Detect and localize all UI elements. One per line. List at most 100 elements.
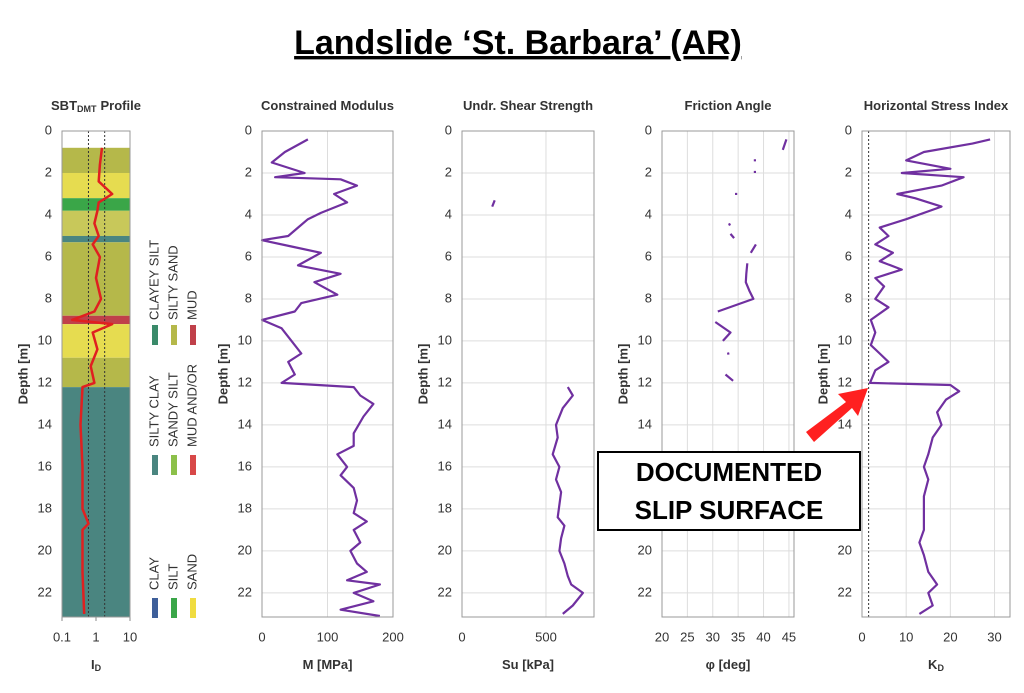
y-tick-label: 20 <box>838 542 852 557</box>
soil-layer <box>62 172 130 199</box>
y-tick-label: 20 <box>38 542 52 557</box>
y-tick-label: 16 <box>238 458 252 473</box>
y-tick-label: 8 <box>445 290 452 305</box>
y-tick-label: 2 <box>45 164 52 179</box>
y-tick-label: 12 <box>438 374 452 389</box>
x-tick-label: 10 <box>899 629 913 644</box>
data-line <box>868 138 991 615</box>
soil-layer <box>62 357 130 388</box>
soil-layer <box>62 315 130 325</box>
x-tick-label: 25 <box>680 629 694 644</box>
legend-label: SANDY SILT <box>165 372 180 447</box>
x-tick-label: 200 <box>382 629 404 644</box>
x-tick-label: 30 <box>706 629 720 644</box>
panel-title: Horizontal Stress Index <box>864 98 1009 113</box>
x-tick-label: 100 <box>317 629 339 644</box>
y-tick-label: 22 <box>638 584 652 599</box>
x-axis-label-sub: D <box>95 663 102 673</box>
x-axis-label-text: M [MPa] <box>303 657 353 672</box>
data-line <box>70 147 114 614</box>
x-axis-label-text: φ [deg] <box>706 657 751 672</box>
x-tick-label: 35 <box>731 629 745 644</box>
annotation-text: SLIP SURFACE <box>635 495 824 525</box>
y-tick-label: 6 <box>645 248 652 263</box>
plot-frame <box>461 130 595 618</box>
y-tick-label: 20 <box>238 542 252 557</box>
y-tick-label: 10 <box>838 332 852 347</box>
x-axis-label: M [MPa] <box>303 657 353 672</box>
y-tick-label: 12 <box>838 374 852 389</box>
x-tick-label: 40 <box>756 629 770 644</box>
x-axis-label-sub: D <box>937 663 944 673</box>
panel-title-text: Undr. Shear Strength <box>463 98 593 113</box>
x-axis-label-text: I <box>91 657 95 672</box>
x-axis-label: φ [deg] <box>706 657 751 672</box>
y-tick-label: 0 <box>445 122 452 137</box>
panel-title-rest: Profile <box>101 98 141 113</box>
legend-label: MUD <box>184 290 199 320</box>
y-tick-label: 14 <box>38 416 52 431</box>
legend-label: MUD AND/OR <box>184 364 199 447</box>
y-tick-label: 14 <box>838 416 852 431</box>
y-tick-label: 6 <box>245 248 252 263</box>
y-tick-label: 2 <box>245 164 252 179</box>
panel-title-text: Friction Angle <box>685 98 772 113</box>
y-tick-label: 0 <box>645 122 652 137</box>
y-tick-label: 14 <box>638 416 652 431</box>
y-tick-label: 18 <box>438 500 452 515</box>
x-tick-label: 500 <box>535 629 557 644</box>
y-tick-label: 22 <box>838 584 852 599</box>
y-axis-label: Depth [m] <box>615 344 630 405</box>
y-tick-label: 10 <box>238 332 252 347</box>
legend-swatch <box>152 598 158 618</box>
y-tick-label: 14 <box>438 416 452 431</box>
x-tick-label: 1 <box>92 629 99 644</box>
y-tick-label: 4 <box>445 206 452 221</box>
y-tick-label: 10 <box>38 332 52 347</box>
y-tick-label: 8 <box>45 290 52 305</box>
panel-title: Undr. Shear Strength <box>463 98 593 113</box>
y-tick-label: 8 <box>645 290 652 305</box>
legend-swatch <box>190 325 196 345</box>
y-tick-label: 0 <box>45 122 52 137</box>
x-tick-label: 10 <box>123 629 137 644</box>
panel-title-text: SBT <box>51 98 77 113</box>
y-tick-label: 6 <box>845 248 852 263</box>
x-axis-label-text: Su [kPa] <box>502 657 554 672</box>
legend-swatch <box>152 455 158 475</box>
y-tick-label: 22 <box>438 584 452 599</box>
panel-title-sub: DMT <box>77 104 97 114</box>
x-tick-label: 45 <box>782 629 796 644</box>
y-tick-label: 2 <box>845 164 852 179</box>
x-tick-label: 20 <box>943 629 957 644</box>
legend-swatch <box>190 455 196 475</box>
soil-layer <box>62 198 130 211</box>
y-tick-label: 4 <box>645 206 652 221</box>
y-tick-label: 6 <box>445 248 452 263</box>
panel-title-text: Constrained Modulus <box>261 98 394 113</box>
y-tick-label: 4 <box>45 206 52 221</box>
y-tick-label: 12 <box>638 374 652 389</box>
legend-label: CLAY <box>146 557 161 590</box>
legend-label: SILT <box>165 563 180 590</box>
plot-frame <box>661 130 795 618</box>
y-tick-label: 4 <box>245 206 252 221</box>
y-tick-label: 16 <box>38 458 52 473</box>
x-tick-label: 0 <box>258 629 265 644</box>
x-tick-label: 0.1 <box>53 629 71 644</box>
y-tick-label: 8 <box>845 290 852 305</box>
legend-label: SAND <box>184 554 199 590</box>
x-tick-label: 0 <box>458 629 465 644</box>
y-tick-label: 14 <box>238 416 252 431</box>
y-tick-label: 16 <box>438 458 452 473</box>
data-line <box>714 139 788 382</box>
x-tick-label: 0 <box>858 629 865 644</box>
legend-swatch <box>171 325 177 345</box>
y-tick-label: 4 <box>845 206 852 221</box>
y-tick-label: 8 <box>245 290 252 305</box>
plot-frame <box>261 130 394 618</box>
y-tick-label: 18 <box>38 500 52 515</box>
y-axis-label: Depth [m] <box>15 344 30 405</box>
y-axis-label: Depth [m] <box>815 344 830 405</box>
annotation-arrow <box>806 388 868 442</box>
